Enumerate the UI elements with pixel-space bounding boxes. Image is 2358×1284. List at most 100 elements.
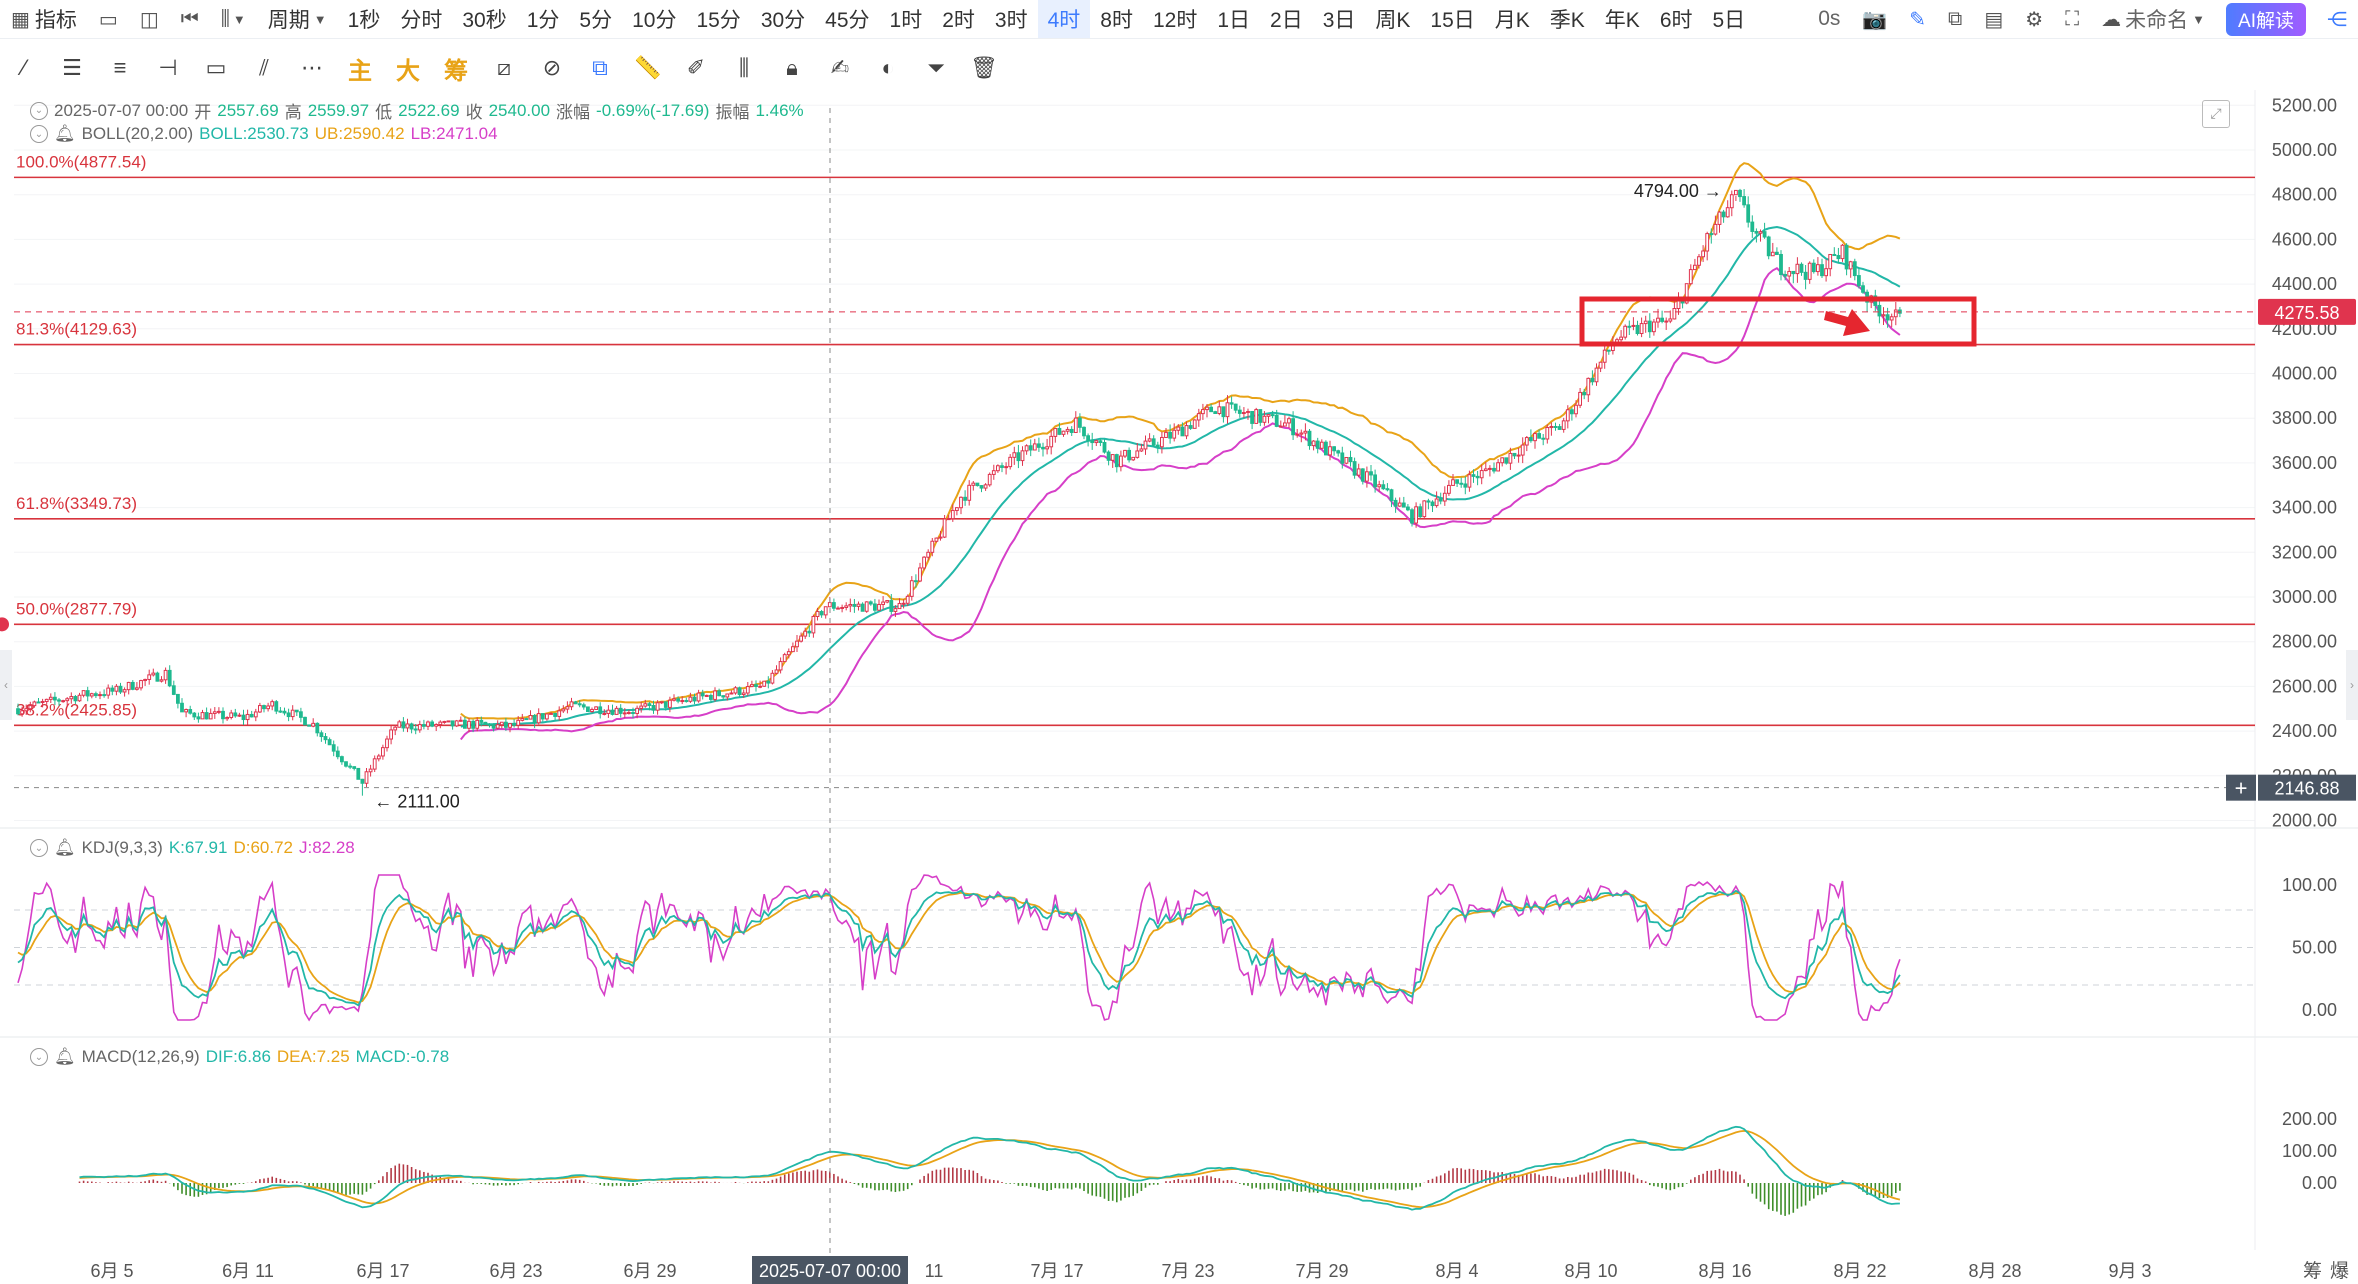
bell-icon[interactable]: 🔔︎ — [54, 1047, 76, 1066]
fib-label: 61.8%(3349.73) — [16, 494, 137, 513]
candle-body — [1254, 409, 1259, 424]
candle-body — [979, 485, 984, 489]
period-22[interactable]: 年K — [1604, 9, 1640, 32]
draw-button[interactable]: ✎ — [1898, 0, 1937, 38]
period-7[interactable]: 30分 — [760, 9, 806, 32]
macd-info: ⌄ 🔔︎ MACD(12,26,9) DIF:6.86 DEA:7.25 MAC… — [30, 1047, 449, 1067]
settings-button[interactable]: ⚙ — [2014, 0, 2054, 38]
date-axis-label: 7月 29 — [1295, 1261, 1348, 1281]
eye-tool[interactable]: ◐ — [864, 48, 912, 88]
channel-tool[interactable]: ≡ — [96, 48, 144, 88]
parallel-tool[interactable]: ☰ — [48, 48, 96, 88]
period-3[interactable]: 1分 — [526, 9, 560, 32]
period-11[interactable]: 3时 — [994, 9, 1028, 32]
layout-name-dropdown[interactable]: ☁ 未命名 ▼ — [2101, 8, 2206, 33]
window-button[interactable]: ⧉ — [1937, 0, 1973, 38]
collapse-icon[interactable]: ⌄ — [30, 839, 48, 857]
collapse-icon[interactable]: ⌄ — [30, 125, 48, 143]
date-axis-label: 8月 4 — [1435, 1261, 1478, 1281]
period-4[interactable]: 5分 — [579, 9, 613, 32]
period-14[interactable]: 12时 — [1152, 9, 1198, 32]
candle-body — [1738, 189, 1742, 198]
period-1[interactable]: 分时 — [400, 9, 443, 32]
camera-button[interactable]: 📷 — [1851, 0, 1898, 38]
candle-body — [1561, 420, 1566, 430]
period-16[interactable]: 2日 — [1270, 9, 1303, 32]
fib-tool[interactable]: ⫽ — [240, 48, 288, 88]
candle-body — [229, 712, 234, 719]
period-13[interactable]: 8时 — [1100, 9, 1133, 32]
period-23[interactable]: 6时 — [1659, 9, 1693, 32]
candle-body — [143, 678, 147, 682]
share-button[interactable]: ⋲ — [2316, 0, 2358, 38]
period-19[interactable]: 15日 — [1430, 9, 1475, 32]
period-10[interactable]: 2时 — [942, 9, 975, 32]
delete-tool[interactable]: 🗑︎ — [960, 48, 1008, 88]
period-20[interactable]: 月K — [1494, 9, 1530, 32]
magnet-tool[interactable]: ⧄ — [480, 48, 528, 88]
collapse-icon[interactable]: ⌄ — [30, 101, 48, 120]
compare-tool[interactable]: ⫼ — [720, 48, 768, 88]
replay-button[interactable]: ⏮ — [170, 0, 210, 38]
price-axis-label: 2400.00 — [2272, 721, 2337, 741]
candle-body — [364, 771, 369, 784]
right-collapse-tab[interactable]: › — [2346, 650, 2358, 720]
layout-icon: ◫ — [139, 8, 159, 31]
bell-icon[interactable]: 🔔︎ — [54, 838, 76, 857]
candle-body — [98, 694, 102, 697]
candle-body — [1418, 506, 1423, 518]
period-12[interactable]: 4时 — [1037, 0, 1091, 38]
fullscreen-button[interactable]: ⛶ — [2054, 0, 2090, 38]
ai-interpret-button[interactable]: AI解读 — [2226, 2, 2306, 36]
period-17[interactable]: 3日 — [1322, 9, 1356, 32]
chart-type-button[interactable]: ⫼ ▼ — [210, 0, 257, 38]
fib-label: 38.2%(2425.85) — [16, 700, 137, 719]
candle-body — [1299, 432, 1304, 435]
template-icon: ▤ — [1984, 8, 2004, 31]
note-tool[interactable]: ✍ — [816, 48, 864, 88]
hline-tool[interactable]: ⊣ — [144, 48, 192, 88]
candle-body — [442, 720, 447, 723]
period-15[interactable]: 1日 — [1217, 9, 1251, 32]
chip-button[interactable]: 筹 — [444, 57, 468, 85]
candle-body — [696, 692, 701, 702]
indicator-button[interactable]: ▦ 指标 — [11, 8, 77, 33]
lock-tool[interactable]: 🔒︎ — [768, 48, 816, 88]
big-order-button[interactable]: 大 — [396, 57, 420, 85]
period-0[interactable]: 1秒 — [347, 9, 381, 32]
more-tools[interactable]: ⋯ — [288, 48, 336, 88]
collapse-icon[interactable]: ⌄ — [30, 1048, 48, 1066]
period-2[interactable]: 30秒 — [462, 9, 507, 32]
gear-icon: ⚙ — [2025, 8, 2044, 31]
candle-body — [991, 470, 996, 475]
calendar-button[interactable]: ▭ — [88, 0, 129, 38]
template-button[interactable]: ▤ — [1973, 0, 2014, 38]
layout-button[interactable]: ◫ — [129, 0, 170, 38]
candle-body — [1397, 502, 1402, 507]
ruler-tool[interactable]: 📏 — [624, 48, 672, 88]
filter-tool[interactable]: ⏷ — [912, 48, 960, 88]
candle-body — [864, 601, 869, 612]
main-force-button[interactable]: 主 — [348, 57, 372, 85]
period-21[interactable]: 季K — [1549, 9, 1585, 32]
period-9[interactable]: 1时 — [889, 9, 923, 32]
hide-drawings-tool[interactable]: ⊘ — [528, 48, 576, 88]
line-tool[interactable]: ⁄ — [0, 48, 48, 88]
expand-icon[interactable]: ⤢ — [2202, 100, 2230, 128]
copy-tool[interactable]: ⧉ — [576, 48, 624, 88]
left-collapse-tab[interactable]: ‹ — [0, 650, 12, 720]
candle-body — [1151, 438, 1156, 446]
candle-body — [1652, 321, 1656, 333]
period-dropdown[interactable]: 周期 ▼ — [267, 9, 327, 32]
candle-body — [1340, 452, 1345, 464]
period-5[interactable]: 10分 — [632, 9, 677, 32]
candle-body — [1295, 433, 1300, 436]
brush-tool[interactable]: ✐ — [672, 48, 720, 88]
period-8[interactable]: 45分 — [825, 9, 870, 32]
rect-tool[interactable]: ▭ — [192, 48, 240, 88]
period-6[interactable]: 15分 — [696, 9, 741, 32]
period-24[interactable]: 5日 — [1712, 9, 1746, 32]
bell-icon[interactable]: 🔔︎ — [54, 124, 76, 143]
period-18[interactable]: 周K — [1375, 9, 1411, 32]
